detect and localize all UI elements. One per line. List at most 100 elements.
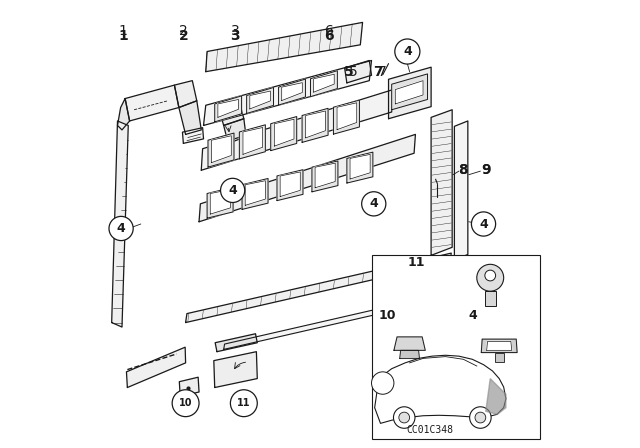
Text: 11: 11 (237, 398, 251, 408)
Text: 3: 3 (230, 29, 240, 43)
Polygon shape (125, 85, 179, 121)
Polygon shape (215, 96, 242, 122)
Polygon shape (350, 155, 370, 179)
Polygon shape (312, 161, 338, 192)
Polygon shape (306, 111, 325, 138)
Polygon shape (224, 291, 455, 349)
Polygon shape (250, 91, 270, 109)
Text: 8: 8 (459, 163, 468, 177)
Polygon shape (179, 101, 202, 134)
Polygon shape (277, 170, 303, 201)
Polygon shape (218, 99, 239, 117)
Polygon shape (174, 81, 197, 108)
Text: 4: 4 (479, 217, 488, 231)
Circle shape (395, 39, 420, 64)
Circle shape (394, 407, 415, 428)
Polygon shape (337, 103, 356, 129)
Circle shape (475, 412, 486, 423)
Polygon shape (206, 22, 362, 72)
Polygon shape (481, 339, 517, 353)
Polygon shape (127, 347, 186, 388)
Polygon shape (400, 350, 419, 358)
Polygon shape (347, 152, 373, 183)
Bar (371, 255, 540, 439)
Circle shape (372, 372, 394, 394)
Circle shape (172, 390, 199, 417)
Text: 10: 10 (179, 398, 193, 408)
Polygon shape (182, 128, 204, 143)
Text: 1: 1 (118, 29, 128, 43)
Text: 2: 2 (179, 29, 188, 43)
Polygon shape (486, 379, 506, 414)
Polygon shape (242, 178, 268, 209)
Polygon shape (112, 121, 128, 327)
Polygon shape (278, 79, 305, 105)
Polygon shape (202, 90, 393, 170)
Circle shape (109, 216, 133, 241)
Bar (485, 291, 495, 306)
Polygon shape (214, 352, 257, 388)
Polygon shape (243, 128, 262, 155)
Text: 6: 6 (324, 29, 334, 43)
Text: CC01C348: CC01C348 (406, 425, 453, 435)
Polygon shape (315, 163, 335, 188)
Polygon shape (275, 119, 294, 146)
Polygon shape (245, 181, 266, 205)
Text: 6: 6 (324, 24, 333, 39)
Polygon shape (314, 74, 334, 92)
Polygon shape (310, 71, 337, 97)
Polygon shape (454, 121, 468, 260)
Polygon shape (186, 253, 451, 323)
Circle shape (399, 412, 410, 423)
Bar (495, 353, 504, 362)
Text: 5: 5 (344, 65, 354, 79)
Text: 9: 9 (481, 163, 491, 177)
Polygon shape (207, 187, 233, 218)
Text: 9: 9 (481, 163, 490, 177)
Polygon shape (282, 83, 302, 101)
Text: 7: 7 (373, 65, 383, 79)
Circle shape (362, 192, 386, 216)
Text: 5: 5 (349, 65, 358, 79)
Circle shape (485, 270, 495, 281)
Polygon shape (394, 337, 425, 350)
Text: 4: 4 (468, 309, 477, 323)
Polygon shape (204, 60, 371, 125)
Text: 4: 4 (228, 184, 237, 197)
Polygon shape (333, 100, 360, 134)
Circle shape (230, 390, 257, 417)
Text: 4: 4 (116, 222, 125, 235)
Polygon shape (280, 172, 300, 197)
Polygon shape (246, 87, 273, 113)
Text: 2: 2 (179, 24, 188, 39)
Polygon shape (224, 119, 246, 143)
Text: 4: 4 (369, 197, 378, 211)
Polygon shape (431, 110, 452, 255)
Polygon shape (218, 99, 244, 125)
Polygon shape (210, 190, 230, 214)
Text: 3: 3 (230, 24, 239, 39)
Polygon shape (486, 341, 512, 350)
Text: 4: 4 (403, 45, 412, 58)
Text: 11: 11 (408, 255, 425, 269)
Circle shape (477, 264, 504, 291)
Polygon shape (345, 60, 371, 83)
Text: 8: 8 (458, 163, 468, 177)
Polygon shape (388, 67, 431, 119)
Polygon shape (392, 74, 428, 110)
Polygon shape (302, 108, 328, 142)
Polygon shape (179, 377, 199, 396)
Polygon shape (118, 99, 130, 130)
Text: 10: 10 (378, 309, 396, 323)
Polygon shape (271, 116, 297, 151)
Polygon shape (199, 134, 415, 222)
Circle shape (470, 407, 491, 428)
Text: 1: 1 (118, 24, 127, 39)
Polygon shape (239, 125, 266, 159)
Text: 7: 7 (378, 65, 387, 79)
Circle shape (221, 178, 244, 202)
Polygon shape (396, 81, 423, 104)
Polygon shape (212, 136, 231, 163)
Circle shape (472, 212, 495, 236)
Polygon shape (215, 334, 257, 352)
